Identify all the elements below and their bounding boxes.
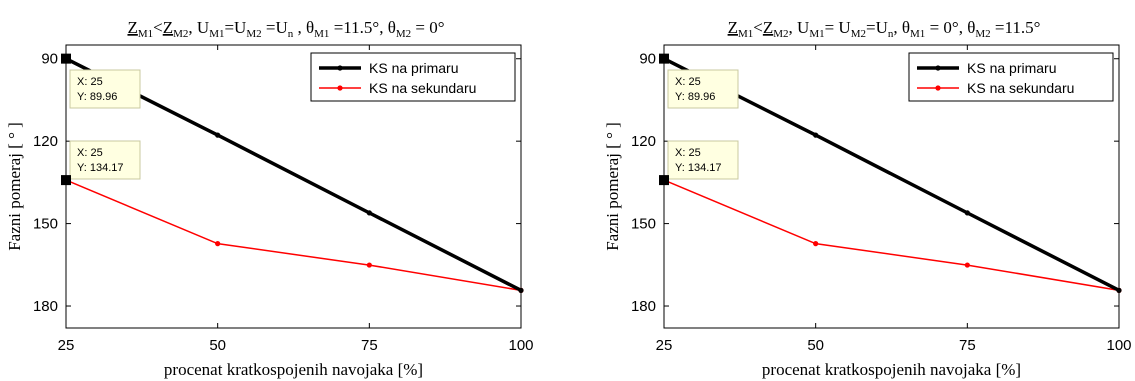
title-part: , θ xyxy=(293,18,314,37)
title-part: = 0°, θ xyxy=(925,18,975,37)
x-tick-label: 100 xyxy=(1106,337,1131,354)
datatip-y: Y: 89.96 xyxy=(675,91,715,103)
y-axis-label: Fazni pomeraj [ ° ] xyxy=(603,122,622,251)
data-point xyxy=(1116,287,1122,293)
legend-marker xyxy=(337,85,343,91)
data-point xyxy=(964,210,970,216)
datatip-marker xyxy=(61,53,71,64)
y-tick-label: 180 xyxy=(631,298,656,315)
datatip-marker xyxy=(659,53,669,64)
legend-marker xyxy=(935,85,941,91)
title-part: =11.5°, θ xyxy=(329,18,395,37)
data-point xyxy=(813,132,819,138)
series-line-primar xyxy=(663,57,1120,292)
x-tick-label: 75 xyxy=(959,337,976,354)
datatip-box xyxy=(69,140,141,180)
y-tick-label: 90 xyxy=(41,51,58,68)
series-line-sekundar xyxy=(663,179,1120,292)
chart-title: ZM1<ZM2, UM1=UM2 =Un , θM1 =11.5°, θM2 =… xyxy=(127,18,444,40)
title-part: M2 xyxy=(773,28,788,40)
legend-label: KS na sekundaru xyxy=(369,80,476,96)
y-tick-label: 120 xyxy=(33,133,58,150)
datatip-y: Y: 134.17 xyxy=(675,162,722,174)
x-tick-label: 50 xyxy=(807,337,824,354)
x-tick-label: 50 xyxy=(209,337,226,354)
legend-label: KS na sekundaru xyxy=(967,80,1074,96)
title-part: =11.5° xyxy=(991,18,1041,37)
datatip-marker xyxy=(61,175,71,186)
data-point xyxy=(813,241,819,247)
right-chart: 25 50 75 100 90 120 150 180 procenat kratkospoje… xyxy=(603,18,1132,379)
data-point xyxy=(518,287,524,293)
x-tick-label: 100 xyxy=(508,337,533,354)
title-part: Z xyxy=(763,18,773,37)
title-part: =U xyxy=(262,18,288,37)
y-tick-label: 180 xyxy=(33,298,58,315)
data-point xyxy=(215,132,221,138)
y-tick-label: 90 xyxy=(639,51,656,68)
x-tick-label: 25 xyxy=(656,337,673,354)
datatip-x: X: 25 xyxy=(675,147,701,159)
title-part: n xyxy=(288,28,294,40)
title-part: = 0° xyxy=(411,18,444,37)
data-point xyxy=(366,210,372,216)
data-point xyxy=(215,241,221,247)
title-part: Z xyxy=(127,18,137,37)
title-part: , U xyxy=(789,18,810,37)
title-part: M2 xyxy=(975,28,990,40)
title-part: M1 xyxy=(809,28,824,40)
series-line-sekundar xyxy=(65,179,522,292)
datatip-box xyxy=(667,140,739,180)
y-tick-label: 150 xyxy=(33,216,58,233)
datatip-y: Y: 134.17 xyxy=(77,162,124,174)
x-tick-label: 25 xyxy=(58,337,75,354)
series-line-primar xyxy=(65,57,522,292)
title-part: M2 xyxy=(851,28,866,40)
y-tick-label: 150 xyxy=(631,216,656,233)
title-part: =U xyxy=(224,18,246,37)
title-part: M1 xyxy=(209,28,224,40)
datatip-x: X: 25 xyxy=(77,147,103,159)
datatip-box xyxy=(667,69,739,109)
title-part: Z xyxy=(163,18,173,37)
title-part: M1 xyxy=(138,28,153,40)
datatip-box xyxy=(69,69,141,109)
x-axis-label: procenat kratkospojenih navojaka [%] xyxy=(164,360,423,379)
title-part: , U xyxy=(188,18,209,37)
title-part: M1 xyxy=(738,28,753,40)
title-part: = U xyxy=(825,18,851,37)
title-part: M2 xyxy=(173,28,188,40)
legend xyxy=(908,52,1114,102)
title-part: M2 xyxy=(396,28,411,40)
y-axis-label: Fazni pomeraj [ ° ] xyxy=(5,122,24,251)
title-part: < xyxy=(753,18,763,37)
left-chart: 25 50 75 100 90 120 150 180 procenat kratkospoje… xyxy=(5,18,534,379)
legend-label: KS na primaru xyxy=(967,60,1056,76)
data-point xyxy=(366,262,372,268)
datatip-x: X: 25 xyxy=(675,76,701,88)
title-part: , θ xyxy=(893,18,910,37)
title-part: =U xyxy=(866,18,888,37)
x-axis-label: procenat kratkospojenih navojaka [%] xyxy=(762,360,1021,379)
legend-marker xyxy=(935,65,941,71)
y-tick-label: 120 xyxy=(631,133,656,150)
datatip-marker xyxy=(659,175,669,186)
chart-title: ZM1<ZM2, UM1= UM2=Un, θM1 = 0°, θM2 =11.… xyxy=(728,18,1041,40)
legend-marker xyxy=(337,65,343,71)
x-tick-label: 75 xyxy=(361,337,378,354)
datatip-y: Y: 89.96 xyxy=(77,91,117,103)
title-part: M1 xyxy=(314,28,329,40)
title-part: n xyxy=(888,28,894,40)
title-part: Z xyxy=(728,18,738,37)
title-part: < xyxy=(153,18,163,37)
title-part: M1 xyxy=(910,28,925,40)
title-part: M2 xyxy=(246,28,261,40)
datatip-x: X: 25 xyxy=(77,76,103,88)
legend-label: KS na primaru xyxy=(369,60,458,76)
data-point xyxy=(964,262,970,268)
legend xyxy=(310,52,516,102)
